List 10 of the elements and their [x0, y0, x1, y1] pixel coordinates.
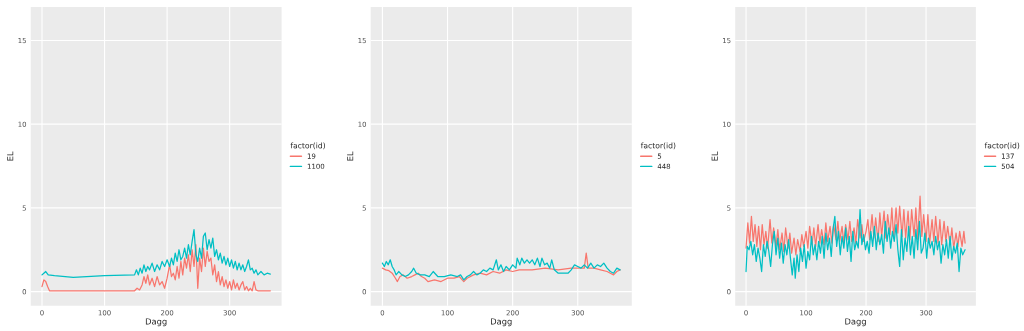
x-axis-title: Dagg: [491, 318, 512, 327]
y-axis-title: EL: [7, 151, 14, 161]
y-axis-title: EL: [347, 151, 354, 161]
line-series: [41, 244, 271, 292]
x-axis-title: Dagg: [145, 318, 167, 327]
line-series: [745, 195, 966, 256]
x-axis-title: Dagg: [845, 318, 866, 327]
y-axis-title: EL: [711, 151, 718, 161]
line-series: [745, 208, 966, 279]
line-series: [41, 229, 271, 279]
